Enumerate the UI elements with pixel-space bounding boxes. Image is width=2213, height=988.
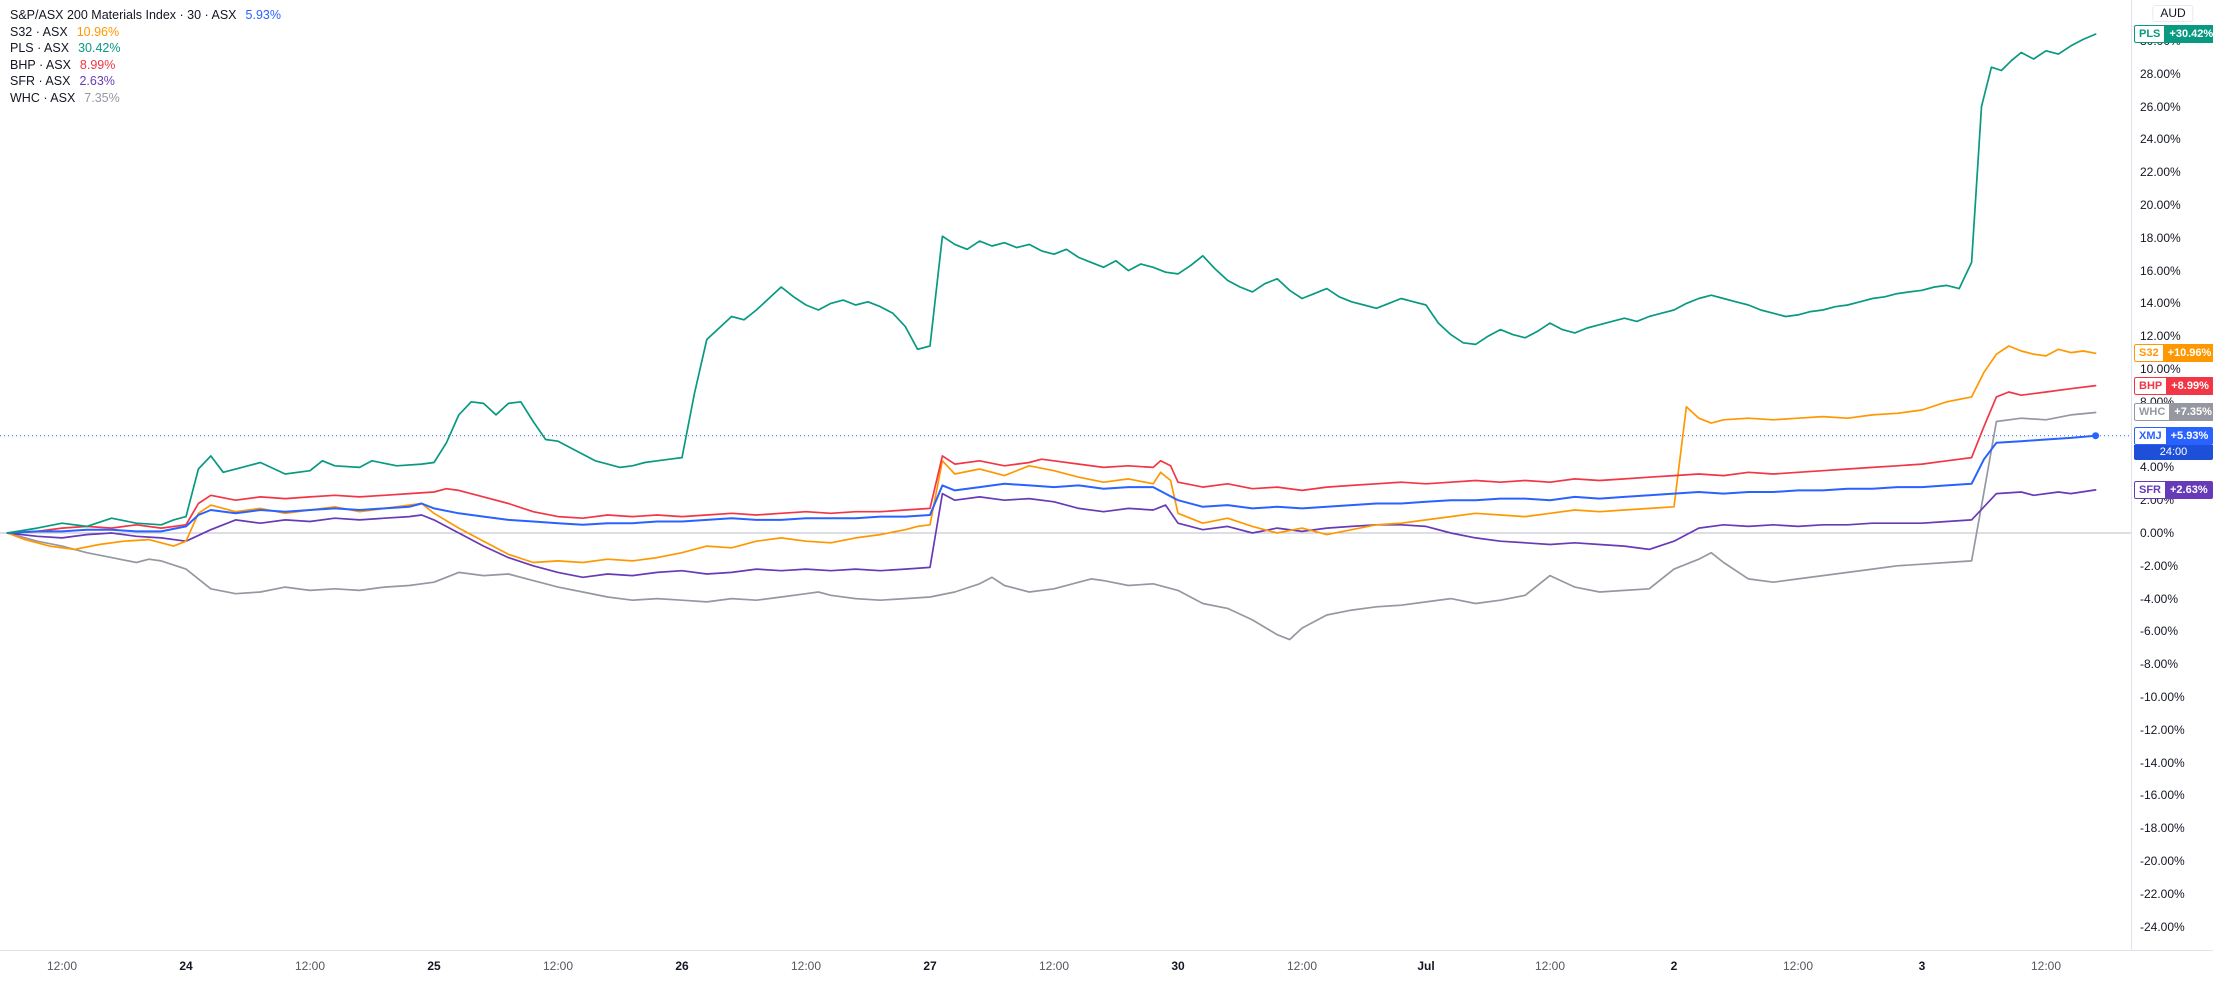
time-axis-label-intraday: 12:00 bbox=[2030, 959, 2062, 973]
price-axis-label: 18.00% bbox=[2140, 230, 2183, 245]
price-badge-ticker: S32 bbox=[2134, 344, 2163, 363]
current-price-dot bbox=[2092, 432, 2100, 440]
chart-plot-area[interactable]: S&P/ASX 200 Materials Index · 30 · ASX 5.… bbox=[0, 0, 2131, 950]
legend-value: 7.35% bbox=[84, 90, 120, 105]
legend-item-bhp[interactable]: BHP · ASX 8.99% bbox=[10, 57, 281, 74]
price-badge-ticker: PLS bbox=[2134, 25, 2165, 44]
price-badge-value: +5.93% bbox=[2165, 426, 2213, 445]
legend-item-xmj[interactable]: S&P/ASX 200 Materials Index · 30 · ASX 5.… bbox=[10, 7, 281, 24]
price-axis-label: 4.00% bbox=[2140, 460, 2177, 475]
time-axis-label-day: Jul bbox=[1417, 959, 1435, 973]
time-axis-label-day: 26 bbox=[675, 959, 689, 973]
price-axis-label: -12.00% bbox=[2140, 722, 2187, 737]
price-badge-value: +7.35% bbox=[2169, 403, 2213, 422]
legend-title: SFR · ASX bbox=[10, 74, 71, 88]
legend-value: 8.99% bbox=[79, 57, 116, 72]
legend: S&P/ASX 200 Materials Index · 30 · ASX 5.… bbox=[10, 7, 281, 106]
series-line-pls[interactable] bbox=[6, 33, 2097, 534]
price-badge-bhp: BHP +8.99% bbox=[2134, 376, 2213, 395]
chart-canvas bbox=[0, 33, 2131, 641]
legend-title: PLS · ASX bbox=[10, 41, 70, 55]
series-line-sfr[interactable] bbox=[6, 489, 2097, 579]
price-axis-label: 24.00% bbox=[2140, 132, 2183, 147]
legend-value: 10.96% bbox=[76, 24, 120, 39]
series-line-s32[interactable] bbox=[6, 345, 2097, 564]
time-axis[interactable]: 12:00 24 12:00 25 12:00 26 12:00 27 12:00 30 12:00… bbox=[0, 950, 2213, 988]
price-badge-value: +8.99% bbox=[2166, 376, 2213, 395]
legend-item-s32[interactable]: S32 · ASX 10.96% bbox=[10, 24, 281, 41]
price-badge-xmj: XMJ +5.93% bbox=[2134, 426, 2213, 445]
price-badge-value: +2.63% bbox=[2165, 480, 2213, 499]
price-axis-label: 20.00% bbox=[2140, 198, 2183, 212]
price-axis-label: -14.00% bbox=[2140, 755, 2187, 770]
legend-title: S&P/ASX 200 Materials Index · 30 · ASX bbox=[10, 8, 237, 22]
price-badge-ticker: XMJ bbox=[2134, 426, 2166, 445]
price-axis-label: 0.00% bbox=[2140, 526, 2177, 540]
price-axis-label: -8.00% bbox=[2140, 657, 2181, 672]
price-axis-label: -4.00% bbox=[2140, 591, 2181, 606]
bar-countdown: 24:00 bbox=[2134, 444, 2213, 460]
legend-value: 30.42% bbox=[78, 41, 121, 55]
price-axis-label: 12.00% bbox=[2140, 329, 2183, 344]
price-axis-label: 10.00% bbox=[2140, 362, 2183, 376]
time-axis-label-intraday: 12:00 bbox=[294, 959, 326, 973]
price-axis-label: -18.00% bbox=[2140, 821, 2187, 836]
price-axis-label: -20.00% bbox=[2140, 854, 2187, 868]
price-axis-label: 22.00% bbox=[2140, 165, 2183, 180]
price-badge-s32: S32 +10.96% bbox=[2134, 344, 2213, 363]
time-axis-label-intraday: 12:00 bbox=[1038, 959, 1070, 973]
price-axis-label: 14.00% bbox=[2140, 296, 2183, 311]
legend-value: 2.63% bbox=[79, 74, 115, 88]
legend-value: 5.93% bbox=[245, 8, 281, 22]
time-axis-label-intraday: 12:00 bbox=[46, 959, 78, 973]
time-axis-label-intraday: 12:00 bbox=[542, 959, 574, 973]
price-axis-label: -2.00% bbox=[2140, 558, 2181, 573]
time-axis-label-day: 27 bbox=[923, 959, 937, 973]
price-badge-value: +10.96% bbox=[2162, 344, 2213, 363]
series-line-bhp[interactable] bbox=[6, 384, 2097, 534]
time-axis-label-day: 30 bbox=[1171, 959, 1185, 973]
series-line-whc[interactable] bbox=[6, 411, 2097, 641]
price-badge-pls: PLS +30.42% bbox=[2134, 25, 2213, 44]
legend-item-pls[interactable]: PLS · ASX 30.42% bbox=[10, 40, 281, 57]
currency-label: AUD bbox=[2152, 5, 2194, 22]
legend-item-sfr[interactable]: SFR · ASX 2.63% bbox=[10, 73, 281, 90]
time-axis-label-intraday: 12:00 bbox=[790, 959, 822, 973]
legend-title: WHC · ASX bbox=[10, 90, 76, 105]
price-axis-label: -16.00% bbox=[2140, 788, 2187, 803]
price-badge-sfr: SFR +2.63% bbox=[2134, 480, 2213, 499]
legend-title: S32 · ASX bbox=[10, 24, 68, 39]
price-axis-label: -22.00% bbox=[2140, 886, 2187, 901]
price-badge-ticker: WHC bbox=[2134, 403, 2170, 422]
price-badge-value: +30.42% bbox=[2164, 25, 2213, 44]
price-axis-label: 28.00% bbox=[2140, 66, 2183, 81]
price-axis-label: -10.00% bbox=[2140, 690, 2187, 704]
price-badge-ticker: SFR bbox=[2134, 480, 2165, 499]
time-axis-label-day: 25 bbox=[427, 959, 441, 973]
time-axis-label-day: 24 bbox=[179, 959, 193, 973]
price-axis-label: 16.00% bbox=[2140, 263, 2183, 278]
time-axis-label-intraday: 12:00 bbox=[1286, 959, 1318, 973]
price-badge-whc: WHC +7.35% bbox=[2134, 403, 2213, 422]
price-axis-label: 26.00% bbox=[2140, 99, 2183, 114]
time-axis-label-intraday: 12:00 bbox=[1782, 959, 1814, 973]
legend-title: BHP · ASX bbox=[10, 57, 71, 72]
series-line-xmj[interactable] bbox=[6, 434, 2097, 534]
time-axis-label-day: 3 bbox=[1918, 959, 1926, 973]
time-axis-label-day: 2 bbox=[1670, 959, 1678, 973]
price-axis[interactable]: AUD 30.00%28.00%26.00%24.00%22.00%20.00%… bbox=[2131, 0, 2213, 950]
price-badge-ticker: BHP bbox=[2134, 376, 2167, 395]
legend-item-whc[interactable]: WHC · ASX 7.35% bbox=[10, 90, 281, 107]
price-axis-label: -24.00% bbox=[2140, 919, 2187, 934]
time-axis-label-intraday: 12:00 bbox=[1534, 959, 1566, 973]
price-axis-label: -6.00% bbox=[2140, 624, 2181, 639]
